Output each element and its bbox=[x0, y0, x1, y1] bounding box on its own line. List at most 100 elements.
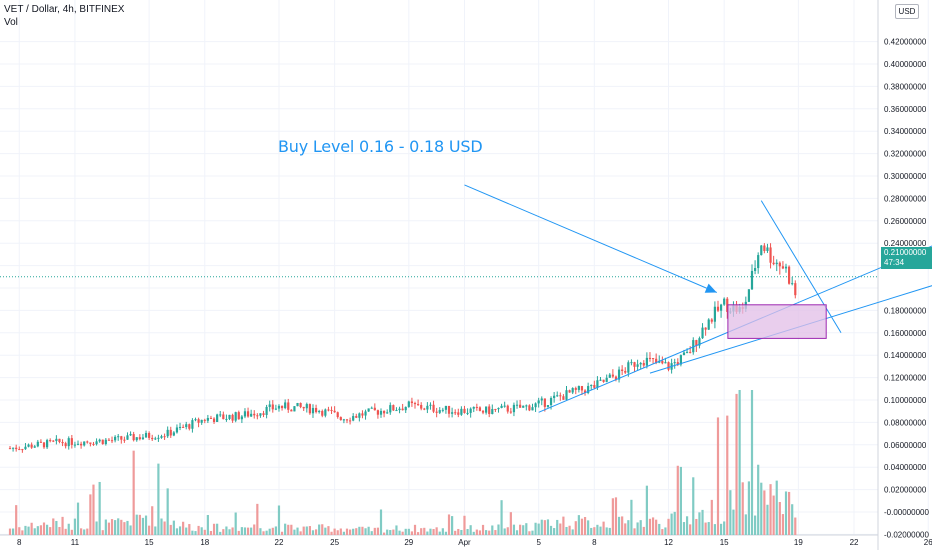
volume-bar bbox=[651, 517, 655, 535]
candle-body bbox=[318, 411, 321, 413]
price-tick-label: 0.34000000 bbox=[884, 127, 927, 136]
candle-body bbox=[664, 362, 667, 364]
volume-bar bbox=[49, 527, 52, 535]
price-tick-label: 0.36000000 bbox=[884, 105, 927, 114]
volume-bar bbox=[73, 518, 77, 535]
annotation-arrow-head bbox=[704, 283, 717, 293]
volume-bar bbox=[333, 528, 336, 535]
buy-level-annotation[interactable]: Buy Level 0.16 - 0.18 USD bbox=[278, 137, 483, 156]
volume-bar bbox=[200, 527, 203, 535]
volume-bar bbox=[503, 528, 506, 535]
candle-body bbox=[117, 436, 120, 438]
volume-bar bbox=[36, 526, 39, 535]
volume-bar bbox=[389, 530, 392, 535]
volume-bar bbox=[234, 512, 237, 535]
volume-bar bbox=[778, 502, 781, 535]
candle-body bbox=[611, 374, 614, 377]
candle-body bbox=[435, 411, 438, 413]
volume-bar bbox=[549, 525, 553, 535]
volume-bar bbox=[373, 527, 376, 535]
candle-body bbox=[432, 404, 435, 412]
volume-bar bbox=[284, 523, 287, 535]
volume-bar bbox=[52, 518, 55, 535]
candle-body bbox=[49, 440, 52, 442]
volume-bar bbox=[296, 527, 299, 535]
volume-bar bbox=[794, 517, 797, 535]
volume-bar bbox=[345, 528, 349, 535]
time-tick-label: 12 bbox=[664, 538, 673, 547]
candle-body bbox=[15, 447, 18, 450]
price-tick-label: 0.30000000 bbox=[884, 172, 927, 181]
candle-body bbox=[753, 268, 757, 271]
candle-body bbox=[367, 408, 370, 412]
candle-body bbox=[655, 358, 658, 363]
candle-body bbox=[781, 266, 785, 269]
candle-body bbox=[583, 390, 587, 393]
volume-bar bbox=[404, 528, 407, 535]
candle-body bbox=[364, 411, 367, 416]
volume-bar bbox=[769, 484, 772, 535]
candle-body bbox=[726, 298, 729, 312]
volume-bar bbox=[21, 530, 24, 535]
candle-body bbox=[512, 404, 516, 413]
candle-body bbox=[154, 438, 157, 440]
volume-bar bbox=[692, 477, 695, 535]
volume-bar bbox=[716, 417, 720, 535]
volume-bar bbox=[178, 526, 182, 535]
volume-bar bbox=[58, 526, 61, 535]
volume-bar bbox=[290, 524, 293, 535]
volume-bar bbox=[738, 390, 741, 535]
candle-body bbox=[605, 377, 608, 382]
candle-body bbox=[553, 395, 556, 399]
price-tick-label: 0.08000000 bbox=[884, 418, 927, 427]
volume-bar bbox=[713, 524, 716, 535]
candle-body bbox=[231, 414, 234, 421]
currency-badge[interactable]: USD bbox=[895, 4, 919, 19]
volume-bar bbox=[132, 450, 135, 535]
volume-bar bbox=[216, 523, 219, 535]
candle-body bbox=[444, 405, 448, 410]
candle-body bbox=[259, 413, 262, 416]
volume-bar bbox=[219, 531, 222, 535]
candle-body bbox=[345, 419, 349, 421]
volume-bar bbox=[729, 490, 732, 535]
volume-bar bbox=[519, 524, 522, 535]
volume-bar bbox=[11, 528, 15, 535]
candle-body bbox=[639, 363, 642, 365]
candle-body bbox=[679, 355, 682, 365]
candle-body bbox=[463, 408, 466, 413]
candle-body bbox=[423, 408, 426, 410]
volume-bar bbox=[515, 530, 519, 535]
candle-body bbox=[52, 440, 55, 442]
volume-bar bbox=[321, 524, 324, 535]
volume-bar bbox=[611, 498, 614, 535]
volume-bar bbox=[673, 511, 676, 535]
volume-bar bbox=[246, 527, 250, 535]
candle-body bbox=[27, 444, 30, 447]
volume-bar bbox=[679, 466, 682, 535]
candle-body bbox=[485, 406, 488, 413]
candle-body bbox=[546, 405, 550, 407]
volume-bar bbox=[175, 528, 179, 535]
candle-body bbox=[642, 363, 645, 366]
candle-body bbox=[311, 407, 315, 414]
candle-body bbox=[562, 396, 565, 400]
price-axis: 0.42000000 0.40000000 0.38000000 0.36000000… bbox=[884, 38, 929, 540]
symbol-title[interactable]: VET / Dollar, 4h, BITFINEX bbox=[4, 4, 125, 15]
volume-bar bbox=[788, 491, 791, 535]
volume-bar bbox=[355, 528, 358, 535]
candle-body bbox=[234, 412, 237, 421]
volume-bar bbox=[280, 531, 284, 535]
candle-body bbox=[716, 306, 720, 311]
candle-body bbox=[80, 443, 83, 446]
volume-bar bbox=[426, 531, 429, 535]
volume-bar bbox=[744, 514, 747, 535]
price-tick-label: 0.10000000 bbox=[884, 396, 927, 405]
candle-body bbox=[404, 406, 407, 411]
candle-body bbox=[413, 403, 417, 405]
time-tick-label: 11 bbox=[71, 538, 80, 547]
volume-bar bbox=[157, 463, 160, 535]
candle-body bbox=[262, 413, 265, 415]
volume-bar bbox=[401, 531, 404, 535]
